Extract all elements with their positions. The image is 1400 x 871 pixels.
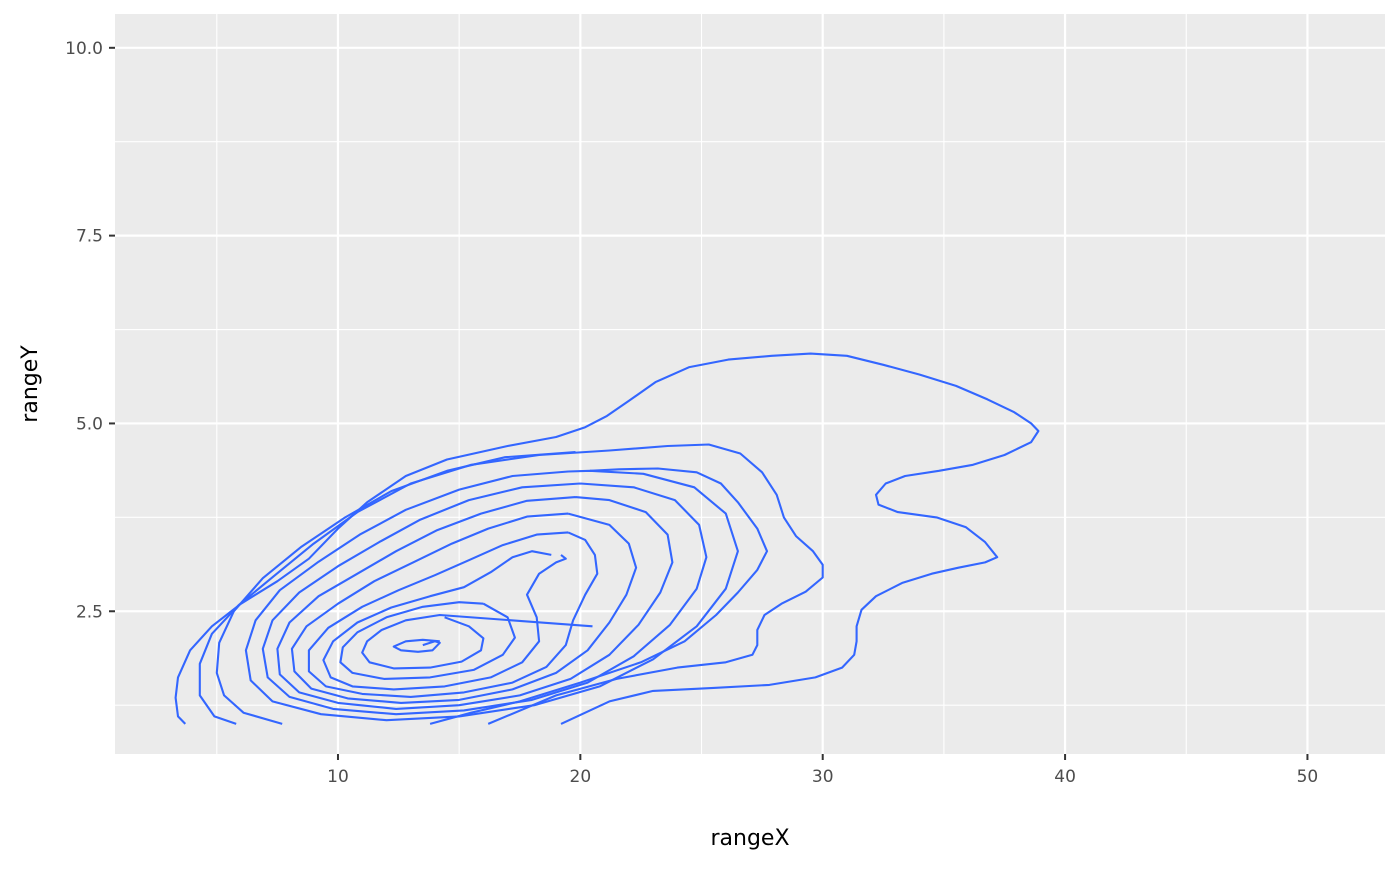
axis-ticks [109, 46, 1309, 760]
contour-line-2 [361, 613, 593, 670]
contour-line-3 [339, 601, 516, 680]
contour-line-12 [174, 352, 1040, 725]
contour-line-5 [307, 531, 599, 698]
y-axis-title: rangeY [18, 345, 43, 423]
y-tick-label: 2.5 [76, 602, 103, 622]
contour-line-4 [322, 550, 567, 691]
y-tick-label: 10.0 [65, 39, 103, 59]
major-gridlines [115, 14, 1385, 754]
contour-line-11 [198, 443, 824, 725]
contour-line-7 [276, 496, 674, 710]
x-tick-label: 50 [1297, 767, 1319, 787]
contour-line-8 [261, 482, 708, 716]
y-tick-label: 7.5 [76, 227, 103, 247]
contour-line-9 [244, 469, 739, 722]
panel-background [115, 14, 1385, 754]
x-tick-label: 30 [812, 767, 834, 787]
x-tick-label: 40 [1054, 767, 1076, 787]
contour-line-13 [429, 467, 769, 725]
x-tick-label: 20 [570, 767, 592, 787]
x-axis-title: rangeX [710, 826, 789, 851]
contour-line-6 [290, 512, 638, 704]
contour-line-1 [392, 638, 441, 653]
x-tick-label: 10 [327, 767, 349, 787]
tick-labels: 10 20 30 40 50 2.5 5.0 7.5 10.0 [65, 39, 1318, 787]
y-tick-label: 5.0 [76, 414, 103, 434]
contour-lines [174, 352, 1040, 725]
contour-line-10 [215, 450, 576, 725]
